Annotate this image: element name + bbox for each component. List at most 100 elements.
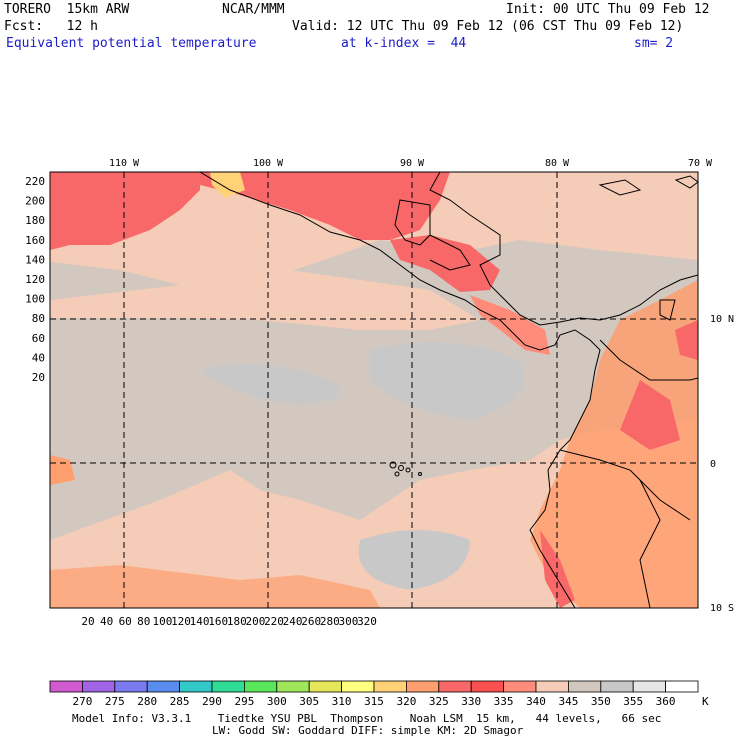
ecuador-peru-border bbox=[559, 449, 691, 521]
grid-x-label: 20 bbox=[81, 615, 94, 628]
warm-zone-south-america bbox=[530, 280, 698, 608]
forecast-hour: Fcst: 12 h bbox=[4, 19, 98, 34]
caribbean-coastline bbox=[429, 172, 698, 326]
legend-swatch bbox=[146, 680, 180, 693]
legend-level-label: 345 bbox=[558, 695, 578, 708]
grid-y-label: 20 bbox=[32, 371, 45, 384]
grid-y-label: 40 bbox=[32, 351, 45, 364]
legend-swatch bbox=[503, 680, 537, 693]
grid-x-label: 120 bbox=[171, 615, 191, 628]
legend-swatch bbox=[179, 680, 213, 693]
grid-x-label: 160 bbox=[208, 615, 228, 628]
gray-patch-1 bbox=[200, 364, 340, 405]
salmon-zone-southwest bbox=[50, 565, 380, 608]
warm-zone-costa-rica bbox=[470, 295, 550, 355]
legend-swatch bbox=[211, 680, 245, 693]
warm-zone-mexico bbox=[180, 172, 450, 240]
warm-zone-central-america bbox=[390, 235, 500, 292]
lon-labels: 110 W 100 W 90 W 80 W 70 W bbox=[109, 158, 713, 169]
model-info: Model Info: V3.3.1 Tiedtke YSU PBL Thomp… bbox=[72, 712, 662, 725]
grid-x-label: 280 bbox=[320, 615, 340, 628]
gray-patch-3 bbox=[358, 530, 470, 590]
field-name: Equivalent potential temperature bbox=[6, 36, 257, 51]
grid-x-label: 200 bbox=[245, 615, 265, 628]
warm-peak-mexico bbox=[210, 172, 245, 198]
legend-swatch bbox=[438, 680, 472, 693]
map-field bbox=[50, 172, 698, 608]
legend-level-label: 340 bbox=[526, 695, 546, 708]
legend-level-label: 300 bbox=[267, 695, 287, 708]
warm-zone-andes-north bbox=[620, 380, 680, 450]
jamaica-island bbox=[674, 175, 698, 189]
lat-lon-grid bbox=[50, 172, 698, 608]
grid-y-label: 200 bbox=[25, 195, 45, 208]
grid-y-label: 60 bbox=[32, 332, 45, 345]
legend-level-label: 335 bbox=[494, 695, 514, 708]
peach-zone-mid bbox=[50, 270, 480, 330]
legend-level-label: 270 bbox=[72, 695, 92, 708]
center-title: NCAR/MMM bbox=[222, 2, 285, 17]
grid-y-labels: 220 200 180 160 140 120 100 80 60 40 20 bbox=[25, 175, 45, 384]
legend-swatch bbox=[276, 680, 310, 693]
grid-y-label: 80 bbox=[32, 312, 45, 325]
legend-level-label: 360 bbox=[656, 695, 676, 708]
legend-level-label: 280 bbox=[137, 695, 157, 708]
legend-swatch bbox=[82, 680, 116, 693]
smoothing-label: sm= 2 bbox=[634, 36, 674, 51]
galapagos-islands bbox=[389, 461, 422, 477]
grid-x-labels: 20 40 60 80 10012014016018020022024026028030… bbox=[81, 615, 377, 628]
lon-label: 70 W bbox=[688, 158, 713, 169]
legend-swatch bbox=[49, 680, 83, 693]
valid-time: Valid: 12 UTC Thu 09 Feb 12 (06 CST Thu … bbox=[292, 19, 684, 34]
warm-zone-venezuela bbox=[675, 320, 698, 360]
guatemala-border bbox=[394, 199, 431, 246]
physics-info: LW: Godd SW: Goddard DIFF: simple KM: 2D… bbox=[212, 724, 524, 737]
legend-level-label: 290 bbox=[202, 695, 222, 708]
legend-level-label: 315 bbox=[364, 695, 384, 708]
cuba-island bbox=[598, 179, 642, 196]
lat-labels: 10 N 0 10 S bbox=[710, 314, 734, 614]
legend-level-label: 330 bbox=[461, 695, 481, 708]
honduras-border bbox=[429, 234, 471, 271]
legend-swatch bbox=[665, 680, 699, 693]
lat-label: 10 S bbox=[710, 603, 734, 614]
grid-x-label: 140 bbox=[190, 615, 210, 628]
legend-swatch bbox=[308, 680, 343, 693]
grid-x-label: 40 bbox=[100, 615, 113, 628]
warm-zone-peru-coast bbox=[540, 530, 575, 608]
legend-level-label: 295 bbox=[234, 695, 254, 708]
legend-swatch bbox=[405, 680, 440, 693]
grid-x-label: 260 bbox=[301, 615, 321, 628]
grid-x-label: 320 bbox=[357, 615, 377, 628]
legend-swatch bbox=[535, 680, 569, 693]
grid-y-label: 100 bbox=[25, 293, 45, 306]
lat-label: 10 N bbox=[710, 314, 734, 325]
legend-swatch bbox=[373, 680, 407, 693]
warm-patch-west bbox=[50, 455, 75, 485]
legend-level-label: 325 bbox=[429, 695, 449, 708]
legend-level-label: 350 bbox=[591, 695, 611, 708]
grid-x-label: 180 bbox=[227, 615, 247, 628]
legend-swatch bbox=[114, 680, 148, 693]
colombia-border bbox=[599, 339, 698, 381]
init-time: Init: 00 UTC Thu 09 Feb 12 bbox=[506, 2, 710, 17]
legend-level-label: 285 bbox=[170, 695, 190, 708]
legend-swatch bbox=[470, 680, 505, 693]
grid-x-label: 100 bbox=[152, 615, 172, 628]
legend-level-label: 355 bbox=[623, 695, 643, 708]
lon-label: 100 W bbox=[253, 158, 284, 169]
lat-label: 0 bbox=[710, 459, 716, 470]
legend-swatch bbox=[600, 680, 634, 693]
legend-level-label: 320 bbox=[396, 695, 416, 708]
grid-x-label: 240 bbox=[283, 615, 303, 628]
warm-zone-northwest bbox=[50, 172, 200, 250]
lon-label: 80 W bbox=[545, 158, 570, 169]
grid-x-label: 60 bbox=[119, 615, 132, 628]
legend-swatch bbox=[632, 680, 667, 693]
lon-label: 90 W bbox=[400, 158, 425, 169]
legend-swatch bbox=[341, 680, 375, 693]
grid-x-label: 220 bbox=[264, 615, 284, 628]
map-frame bbox=[49, 171, 699, 609]
legend-unit: K bbox=[702, 695, 709, 708]
